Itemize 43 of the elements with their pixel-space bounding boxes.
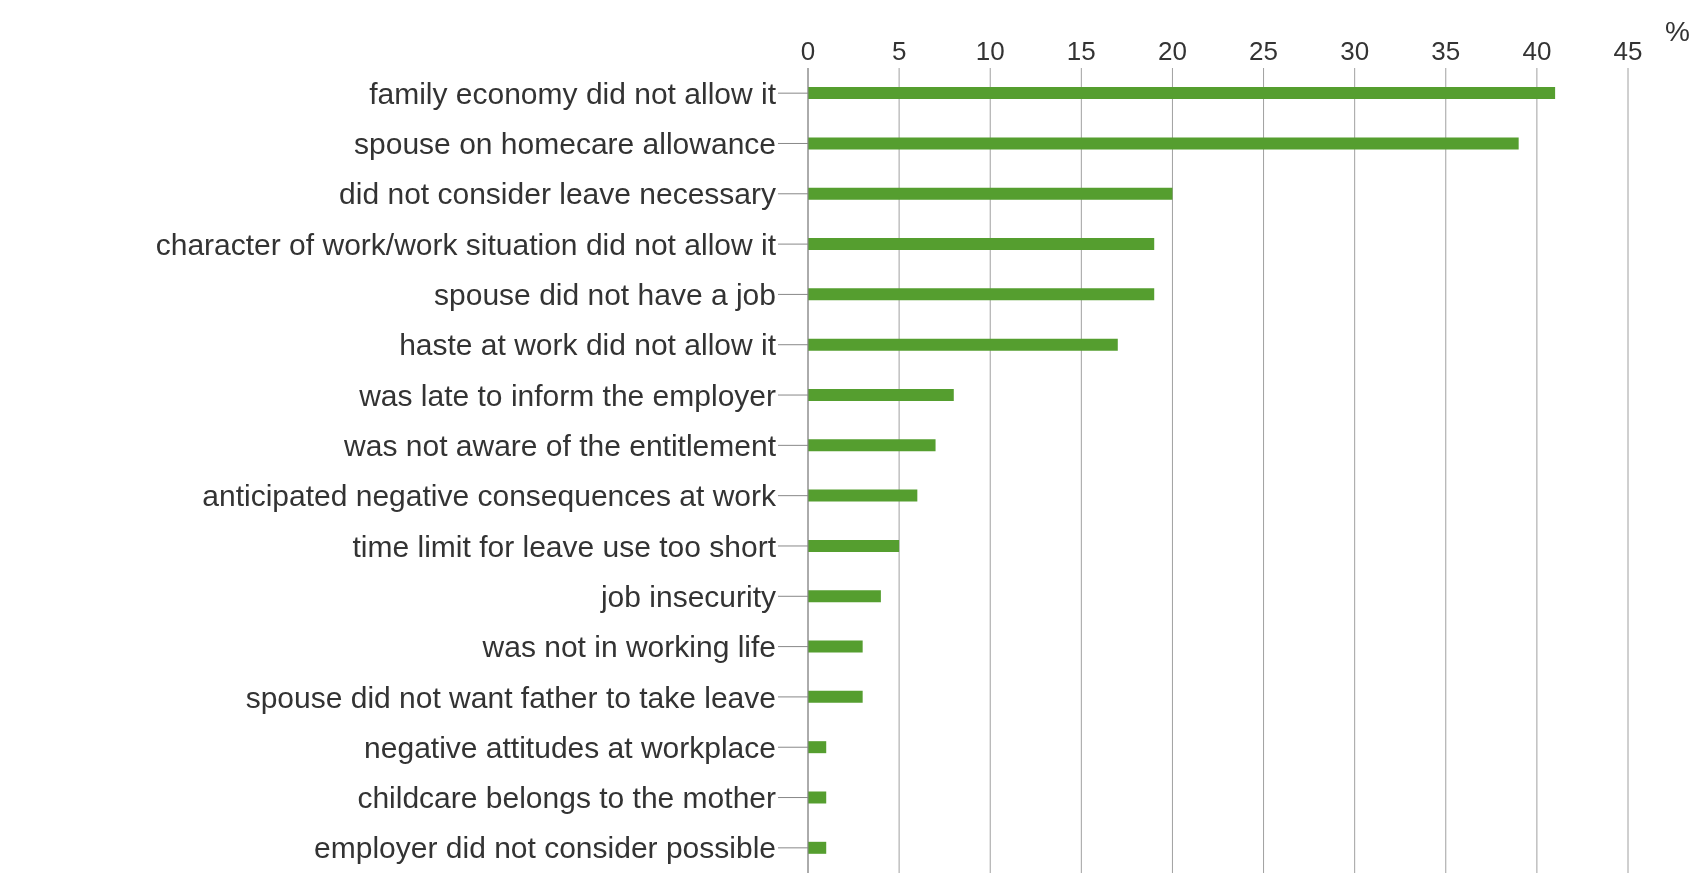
x-tick-label: 30 xyxy=(1340,36,1370,66)
bar xyxy=(808,841,827,854)
x-tick-label: 10 xyxy=(975,36,1005,66)
bar xyxy=(808,137,1519,150)
x-tick-label: 0 xyxy=(800,36,816,66)
x-axis-title: % xyxy=(1665,16,1690,48)
x-tick-label: 20 xyxy=(1157,36,1187,66)
y-tick-label: anticipated negative consequences at work xyxy=(202,479,777,513)
y-tick-label: spouse did not want father to take leave xyxy=(245,680,776,714)
x-tick-label: 40 xyxy=(1522,36,1552,66)
bar xyxy=(808,539,900,552)
y-tick-label: haste at work did not allow it xyxy=(399,328,777,362)
y-tick-label: character of work/work situation did not allow it xyxy=(155,227,777,261)
x-tick-label: 15 xyxy=(1066,36,1096,66)
y-tick-label: was late to inform the employer xyxy=(358,378,776,412)
bar xyxy=(808,187,1173,200)
bar xyxy=(808,288,1155,301)
y-tick-label: spouse on homecare allowance xyxy=(354,127,776,161)
bar xyxy=(808,388,954,401)
y-tick-label: spouse did not have a job xyxy=(434,278,776,312)
y-tick-label: did not consider leave necessary xyxy=(339,177,776,211)
y-tick-label: negative attitudes at workplace xyxy=(364,730,776,764)
x-tick-label: 25 xyxy=(1249,36,1279,66)
x-tick-label: 45 xyxy=(1613,36,1643,66)
bar xyxy=(808,741,827,754)
y-tick-label: was not in working life xyxy=(481,630,776,664)
bar xyxy=(808,640,863,653)
y-tick-label: was not aware of the entitlement xyxy=(343,428,777,462)
bar xyxy=(808,238,1155,251)
bar xyxy=(808,791,827,804)
y-tick-label: employer did not consider possible xyxy=(314,831,776,865)
y-tick-label: childcare belongs to the mother xyxy=(357,781,776,815)
y-tick-label: job insecurity xyxy=(599,579,776,613)
x-tick-label: 35 xyxy=(1431,36,1461,66)
bar xyxy=(808,590,881,603)
y-tick-label: time limit for leave use too short xyxy=(352,529,777,563)
bar xyxy=(808,87,1556,100)
y-tick-label: family economy did not allow it xyxy=(369,76,777,110)
bar xyxy=(808,439,936,452)
bar xyxy=(808,690,863,703)
bar xyxy=(808,489,918,502)
x-tick-label: 5 xyxy=(891,36,907,66)
bar xyxy=(808,338,1118,351)
